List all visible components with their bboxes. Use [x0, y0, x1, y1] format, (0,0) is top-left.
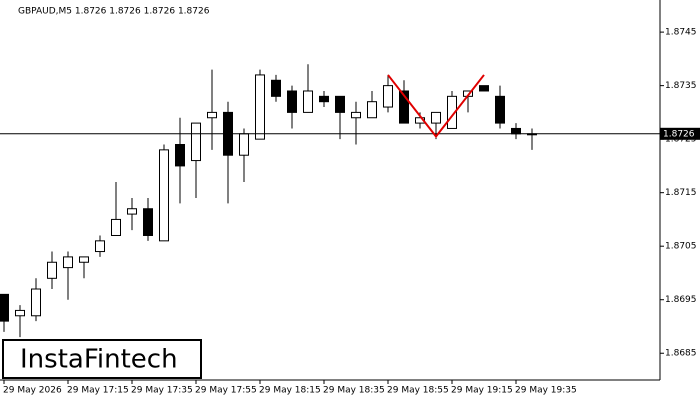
x-tick-label: 29 May 2026 — [3, 386, 62, 396]
candle-body — [431, 111, 441, 124]
candle-body — [255, 74, 265, 140]
candle-body — [79, 256, 89, 263]
candle-body — [175, 144, 185, 167]
candle-body — [399, 90, 409, 124]
y-tick-label: 1.8695 — [665, 295, 697, 305]
candle-body — [495, 95, 505, 124]
chart-title: GBPAUD,M5 1.8726 1.8726 1.8726 1.8726 — [18, 7, 210, 17]
x-tick-label: 29 May 18:35 — [323, 386, 385, 396]
candle-body — [319, 95, 329, 103]
y-tick-label: 1.8705 — [665, 242, 697, 252]
candle-body — [303, 90, 313, 113]
plot-area — [0, 0, 660, 380]
candle-body — [479, 85, 489, 92]
candle-body — [287, 90, 297, 113]
candle-body — [271, 79, 281, 97]
candle-body — [143, 208, 153, 236]
candle-body — [95, 240, 105, 253]
y-tick-label: 1.8715 — [665, 188, 697, 198]
x-tick-label: 29 May 17:35 — [131, 386, 193, 396]
candle-body — [207, 111, 217, 119]
candle-body — [159, 149, 169, 242]
candle-body — [351, 111, 361, 119]
candle-body — [335, 95, 345, 113]
candle-body — [239, 133, 249, 156]
candle-body — [511, 127, 521, 135]
logo: InstaFintech — [20, 345, 178, 375]
x-tick-label: 29 May 19:15 — [451, 386, 513, 396]
x-tick-label: 29 May 18:55 — [387, 386, 449, 396]
candle-body — [63, 256, 73, 269]
candle-body — [111, 218, 121, 236]
x-tick-label: 29 May 19:35 — [515, 386, 577, 396]
candle-body — [367, 101, 377, 119]
candle-body — [15, 309, 25, 317]
candle-body — [191, 122, 201, 162]
candle-body — [447, 95, 457, 129]
y-tick-label: 1.8685 — [665, 349, 697, 359]
x-tick-label: 29 May 18:15 — [259, 386, 321, 396]
x-tick-label: 29 May 17:15 — [67, 386, 129, 396]
current-price-label: 1.8726 — [663, 129, 695, 139]
candle-body — [383, 85, 393, 108]
x-tick-label: 29 May 17:55 — [195, 386, 257, 396]
candle-body — [47, 261, 57, 279]
y-tick-label: 1.8735 — [665, 81, 697, 91]
candle-body — [31, 288, 41, 317]
candle-body — [127, 208, 137, 215]
y-tick-label: 1.8745 — [665, 28, 697, 38]
pattern-line — [387, 74, 485, 139]
current-price-box — [660, 127, 700, 140]
candle-body — [0, 293, 9, 322]
logo-box — [2, 339, 202, 379]
